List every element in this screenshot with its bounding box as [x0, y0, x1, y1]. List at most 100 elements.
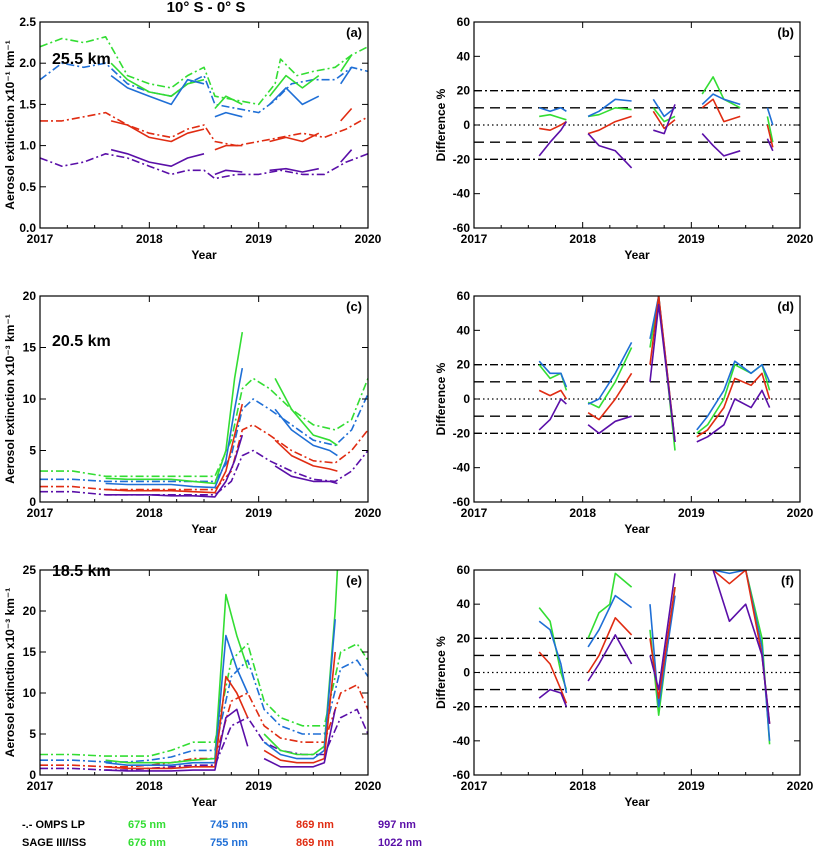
series-c-997-solid — [105, 434, 338, 498]
xtick-label-f-3: 2020 — [787, 779, 814, 793]
series-e-675-dashdot — [40, 643, 368, 757]
ytick-label-f-5: 40 — [457, 597, 471, 611]
ytick-label-e-2: 10 — [23, 686, 37, 700]
panels: 2017 2018 2019 20200.00.51.01.52.02.5YearAe… — [3, 15, 814, 809]
legend-omps-675: 675 nm — [128, 819, 166, 831]
legend-sage-869: 869 nm — [296, 837, 334, 849]
ytick-label-e-3: 15 — [23, 645, 37, 659]
xtick-label-d-2: 2019 — [678, 506, 705, 520]
series-e-997-solid — [105, 708, 336, 772]
ytick-label-e-0: 0 — [29, 768, 36, 782]
series-c-745-solid — [105, 367, 338, 489]
series-b-745-solid — [538, 93, 774, 126]
ytick-label-d-0: -60 — [453, 495, 471, 509]
ylabel-d: Difference % — [434, 362, 448, 435]
xtick-label-c-1: 2018 — [136, 506, 163, 520]
series-b-869-solid — [539, 98, 774, 148]
xtick-label-c-0: 2017 — [27, 506, 54, 520]
ytick-label-b-2: -20 — [453, 152, 471, 166]
xtick-label-d-0: 2017 — [461, 506, 488, 520]
panel-f: 2017 2018 2019 2020 -60 -40 -20 0 20 40 60 Year Diff… — [434, 563, 814, 809]
series-c-745-dashdot — [40, 393, 368, 483]
ytick-label-d-6: 60 — [457, 289, 471, 303]
xtick-label-d-3: 2020 — [787, 506, 814, 520]
series-a-675-dashdot — [40, 36, 368, 106]
ytick-label-b-3: 0 — [463, 118, 470, 132]
series-group-d — [538, 296, 771, 451]
legend-omps-label: -.- OMPS LP — [22, 819, 85, 831]
altitude-label-c: 20.5 km — [52, 333, 111, 350]
ytick-label-b-5: 40 — [457, 49, 471, 63]
panel-label-d: (d) — [777, 299, 794, 314]
xtick-label-b-1: 2018 — [569, 232, 596, 246]
ytick-label-c-0: 0 — [29, 495, 36, 509]
ylabel-b: Difference % — [434, 88, 448, 161]
legend: -.- OMPS LP SAGE III/ISS 675 nm 745 nm 8… — [22, 819, 422, 849]
ytick-label-f-2: -20 — [453, 700, 471, 714]
series-group-b — [538, 76, 774, 169]
series-group-c — [40, 331, 368, 498]
xtick-label-e-1: 2018 — [136, 779, 163, 793]
panel-d: 2017 2018 2019 2020 -60 -40 -20 0 20 40 60 Year Diff… — [434, 289, 814, 536]
plot-frame-e — [39, 569, 369, 776]
series-group-e — [40, 570, 368, 772]
panel-label-c: (c) — [346, 299, 362, 314]
series-e-869-solid — [105, 651, 336, 770]
ytick-label-d-4: 20 — [457, 358, 471, 372]
series-group-f — [538, 570, 771, 745]
ytick-label-d-3: 0 — [463, 392, 470, 406]
series-f-869-solid — [538, 570, 771, 724]
xlabel-f: Year — [624, 795, 650, 809]
ytick-label-a-0: 0.0 — [19, 221, 36, 235]
legend-sage-755: 755 nm — [210, 837, 248, 849]
series-e-675-solid — [105, 570, 339, 764]
legend-omps-745: 745 nm — [210, 819, 248, 831]
altitude-label-a: 25.5 km — [52, 51, 111, 68]
ytick-label-e-5: 25 — [23, 563, 37, 577]
series-a-745-dashdot — [40, 62, 368, 114]
series-c-869-solid — [105, 403, 338, 494]
panel-e: 2017 2018 2019 2020 0 5 10 15 20 25 Year Aerosol ex… — [3, 563, 382, 809]
xtick-label-d-1: 2018 — [569, 506, 596, 520]
ytick-label-b-0: -60 — [453, 221, 471, 235]
xtick-label-a-0: 2017 — [27, 232, 54, 246]
xtick-label-c-2: 2019 — [245, 506, 272, 520]
ytick-label-d-2: -20 — [453, 426, 471, 440]
xlabel-e: Year — [191, 795, 217, 809]
legend-sage-label: SAGE III/ISS — [22, 837, 86, 849]
series-e-745-solid — [105, 619, 336, 766]
xtick-label-e-2: 2019 — [245, 779, 272, 793]
series-d-869-solid — [538, 296, 771, 442]
ytick-label-e-1: 5 — [29, 727, 36, 741]
xtick-label-a-1: 2018 — [136, 232, 163, 246]
ytick-label-f-1: -40 — [453, 734, 471, 748]
series-a-869-solid — [110, 107, 353, 151]
ytick-label-f-0: -60 — [453, 768, 471, 782]
series-b-997-solid — [538, 104, 774, 169]
panel-b: 2017 2018 2019 2020 -60 -40 -20 0 20 40 60 Year Diff… — [434, 15, 814, 262]
series-a-869-dashdot — [40, 111, 368, 147]
panel-label-e: (e) — [346, 573, 362, 588]
ytick-label-a-2: 1.0 — [19, 139, 36, 153]
series-c-675-dashdot — [40, 377, 368, 478]
panel-label-f: (f) — [781, 573, 794, 588]
ylabel-c: Aerosol extinction x10⁻³ km⁻¹ — [3, 314, 17, 483]
xtick-label-f-2: 2019 — [678, 779, 705, 793]
series-c-675-solid — [105, 331, 338, 485]
ylabel-a: Aerosol extinction x10⁻¹ km⁻¹ — [3, 40, 17, 209]
ytick-label-b-4: 20 — [457, 84, 471, 98]
panel-label-a: (a) — [346, 25, 362, 40]
ytick-label-f-6: 60 — [457, 563, 471, 577]
legend-omps-997: 997 nm — [378, 819, 416, 831]
xlabel-a: Year — [191, 248, 217, 262]
series-e-745-dashdot — [40, 659, 368, 763]
ytick-label-f-4: 20 — [457, 631, 471, 645]
ytick-label-a-4: 2.0 — [19, 56, 36, 70]
series-a-997-dashdot — [40, 153, 368, 180]
legend-omps-869: 869 nm — [296, 819, 334, 831]
ytick-label-b-6: 60 — [457, 15, 471, 29]
series-d-997-solid — [538, 303, 771, 443]
legend-sage-676: 676 nm — [128, 837, 166, 849]
ytick-label-a-1: 0.5 — [19, 180, 36, 194]
